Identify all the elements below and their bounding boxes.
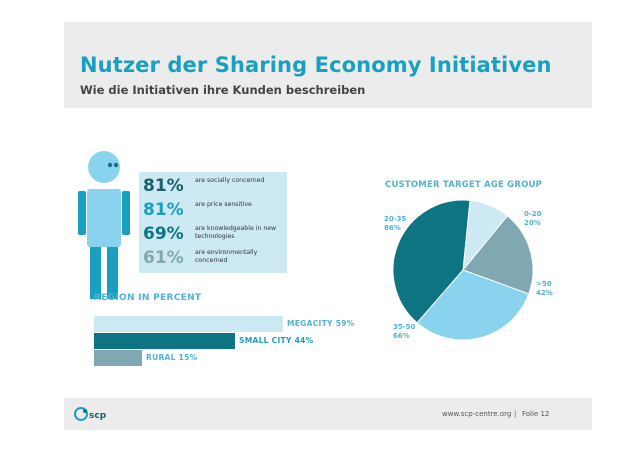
region-bar-small-city [94,333,235,349]
header-band [64,22,592,108]
logo-text: scp [89,411,107,421]
stat-text: are environmentally concerned [195,249,258,264]
pie-slice-value: 66% [393,332,410,340]
age-group-pie-chart [392,199,534,341]
footer-url[interactable]: www.scp-centre.org [442,410,512,418]
pie-slice-label: 0-20 [524,210,542,218]
stat-row: 81% are price sensitive [139,198,287,222]
pie-label-20-35: 20-35 86% [384,215,406,233]
chart-title: CUSTOMER TARGET AGE GROUP [385,180,543,190]
pie-slice-value: 42% [536,289,553,297]
pie-label-0-20: 0-20 20% [524,210,542,228]
pie-slice-value: 86% [384,224,401,232]
stat-row: 61% are environmentally concerned [139,246,287,270]
pie-label-35-50: 35-50 66% [393,323,415,341]
footer-separator: | [514,410,517,418]
page-subtitle: Wie die Initiativen ihre Kunden beschrei… [80,83,366,97]
stat-text: are socially concerned [195,177,265,184]
pie-label-over-50: >50 42% [536,280,553,298]
footer-page-number: Folie 12 [522,410,550,418]
region-bar-label: MEGACITY 59% [287,319,355,328]
footer-band [64,398,592,430]
pie-slice-value: 20% [524,219,541,227]
stat-row: 69% are knowledgeable in new technologie… [139,222,287,246]
region-bar-label: RURAL 15% [146,353,198,362]
region-bar-rural [94,350,142,366]
region-bar-label: SMALL CITY 44% [239,336,314,345]
scp-logo[interactable]: scp [74,406,114,422]
pie-slice-label: >50 [536,280,552,288]
person-icon [78,151,130,299]
stat-text: are price sensitive [195,201,252,208]
pie-slice-label: 20-35 [384,215,407,223]
region-title: REGION IN PERCENT [94,293,202,303]
region-bar-megacity [94,316,283,332]
stat-percent: 81% [143,200,184,220]
pie-slice-35-50 [416,269,530,341]
pie-slice-label: 35-50 [393,323,416,331]
stat-text: are knowledgeable in new technologies [195,225,277,240]
stats-box: 81% are socially concerned 81% are price… [139,172,287,273]
pie-slice-20-35 [392,199,471,324]
stat-percent: 61% [143,248,184,268]
page-title: Nutzer der Sharing Economy Initiativen [80,53,552,77]
stat-percent: 69% [143,224,184,244]
stat-row: 81% are socially concerned [139,174,287,198]
pie-slice--50 [462,215,534,295]
stat-percent: 81% [143,176,184,196]
